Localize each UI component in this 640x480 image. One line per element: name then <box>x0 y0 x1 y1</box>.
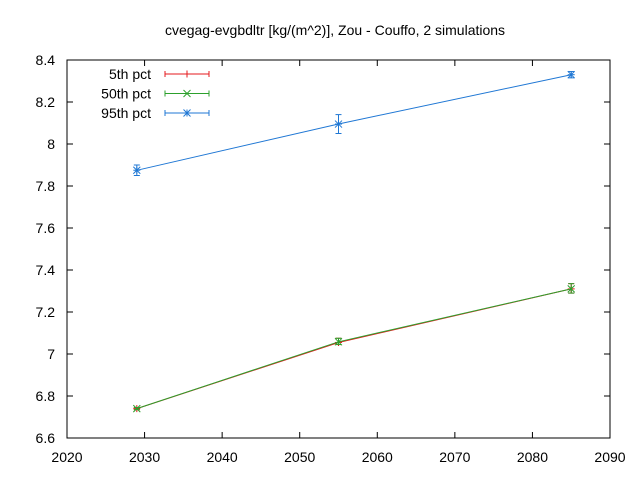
series-95th-pct <box>132 70 576 176</box>
y-tick-label: 8.4 <box>36 52 56 68</box>
marker-stroke <box>567 285 576 293</box>
marker-stroke <box>334 120 343 128</box>
legend: 5th pct 50th pct 95th pct <box>101 66 210 121</box>
plot-frame <box>66 59 611 439</box>
x-tick-label: 2090 <box>594 449 625 465</box>
marker-stroke <box>183 89 191 98</box>
series-layer <box>132 70 576 413</box>
series-50th-pct <box>132 283 576 413</box>
legend-marker <box>183 109 191 117</box>
legend-entry: 50th pct <box>101 86 210 102</box>
data-point <box>334 337 343 346</box>
y-tick-label: 7.2 <box>36 304 56 320</box>
data-point <box>132 404 141 413</box>
x-tick-label: 2080 <box>517 449 548 465</box>
y-tick-label: 6.6 <box>36 430 56 446</box>
legend-marker <box>183 89 191 98</box>
series-line <box>136 288 572 410</box>
legend-entry: 5th pct <box>109 66 210 82</box>
legend-entry: 95th pct <box>101 105 210 121</box>
marker-stroke <box>334 337 343 346</box>
data-point <box>567 285 576 293</box>
legend-marker <box>183 70 191 78</box>
x-tick-label: 2060 <box>362 449 393 465</box>
data-point <box>132 166 141 175</box>
x-tick-label: 2030 <box>129 449 160 465</box>
legend-label: 95th pct <box>101 105 151 121</box>
data-point <box>567 70 576 79</box>
legend-label: 50th pct <box>101 86 151 102</box>
marker-stroke <box>132 166 141 175</box>
x-tick-label: 2050 <box>284 449 315 465</box>
y-tick-label: 7.4 <box>36 262 56 278</box>
y-tick-label: 7.6 <box>36 220 56 236</box>
data-point <box>334 120 343 128</box>
y-tick-label: 7.8 <box>36 178 56 194</box>
x-tick-label: 2020 <box>51 449 82 465</box>
marker-stroke <box>567 70 576 79</box>
series-line <box>136 288 572 410</box>
y-tick-label: 6.8 <box>36 388 56 404</box>
x-tick-label: 2040 <box>207 449 238 465</box>
plot-border <box>66 59 611 439</box>
series-line <box>136 74 572 171</box>
y-tick-label: 8 <box>47 136 55 152</box>
marker-stroke <box>132 404 141 413</box>
y-tick-label: 8.2 <box>36 94 56 110</box>
x-tick-label: 2070 <box>439 449 470 465</box>
axis-ticks: 2020 2030 2040 2050 2060 2070 2080 2090 6.6 6.8 7 7… <box>36 52 626 465</box>
legend-label: 5th pct <box>109 66 151 82</box>
chart-title: cvegag-evgbdltr [kg/(m^2)], Zou - Couffo… <box>165 22 505 38</box>
marker-stroke <box>183 109 191 117</box>
y-tick-label: 7 <box>47 346 55 362</box>
